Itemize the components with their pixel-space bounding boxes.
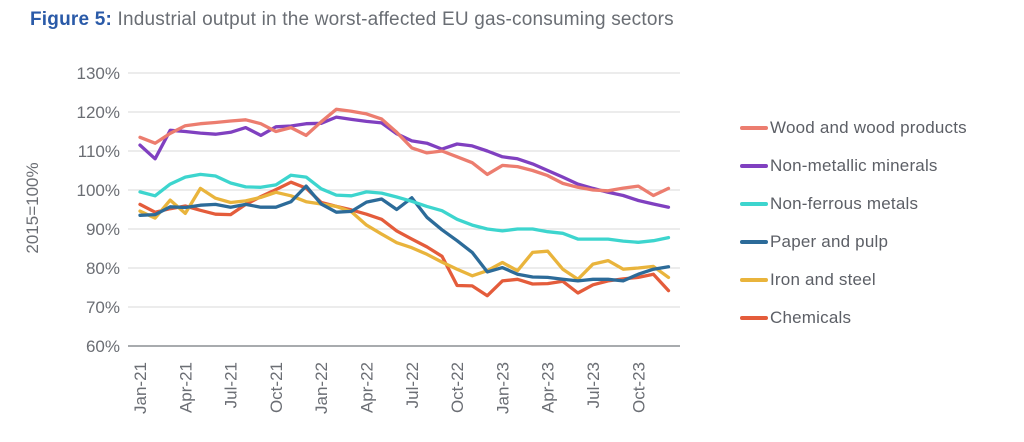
figure-number-label: Figure 5:	[30, 9, 113, 30]
y-tick-label: 70%	[86, 298, 120, 317]
legend-label: Iron and steel	[770, 270, 876, 289]
series-line-chemicals	[138, 180, 671, 298]
legend-label: Non-ferrous metals	[770, 194, 919, 213]
series-line-non-ferrous-metals	[138, 172, 671, 244]
figure-title: Figure 5: Industrial output in the worst…	[30, 9, 674, 31]
legend-label: Non-metallic minerals	[770, 156, 938, 175]
legend-item: Non-metallic minerals	[740, 155, 967, 177]
x-tick-label: Apr-21	[176, 362, 195, 413]
x-tick-label: Oct-21	[267, 362, 286, 413]
x-tick-label: Jan-23	[493, 362, 512, 414]
y-tick-label: 110%	[78, 142, 120, 161]
x-tick-label: Oct-23	[629, 362, 648, 413]
x-tick-label: Oct-22	[448, 362, 467, 413]
series-line-paper-and-pulp	[138, 184, 671, 283]
legend-label: Paper and pulp	[770, 232, 889, 251]
y-tick-label: 120%	[77, 103, 120, 122]
gridlines	[128, 72, 680, 347]
legend-swatch-icon	[740, 202, 768, 206]
legend-swatch-icon	[740, 278, 768, 282]
legend-item: Wood and wood products	[740, 117, 967, 139]
x-tick-label: Apr-23	[539, 362, 558, 413]
x-axis-tick-labels: Jan-21 Apr-21 Jul-21 Oct-21 Jan-22 Apr-22 Jul-…	[131, 362, 648, 414]
legend-item: Non-ferrous metals	[740, 193, 967, 215]
x-tick-label: Jan-22	[312, 362, 331, 414]
y-tick-label: 80%	[86, 259, 120, 278]
x-tick-label: Jan-21	[131, 362, 150, 414]
x-tick-label: Apr-22	[358, 362, 377, 413]
legend-label: Chemicals	[770, 308, 852, 327]
series-line-iron-and-steel	[138, 186, 671, 281]
legend-item: Iron and steel	[740, 269, 967, 291]
legend-item: Chemicals	[740, 307, 967, 329]
series-line-non-metallic-minerals	[138, 115, 671, 209]
y-axis-tick-labels: 130% 120% 110% 100% 90% 80% 70% 60%	[77, 64, 120, 356]
x-tick-label: Jul-23	[584, 362, 603, 408]
y-tick-label: 60%	[86, 337, 120, 356]
y-tick-label: 130%	[77, 64, 120, 83]
y-tick-label: 90%	[86, 220, 120, 239]
series-line-wood-and-wood-products	[138, 107, 671, 198]
figure-title-text: Industrial output in the worst-affected …	[112, 9, 674, 30]
x-tick-label: Jul-21	[222, 362, 241, 408]
y-axis-title: 2015=100%	[23, 162, 42, 253]
y-tick-label: 100%	[77, 181, 120, 200]
legend-swatch-icon	[740, 126, 768, 130]
x-tick-label: Jul-22	[403, 362, 422, 408]
legend-swatch-icon	[740, 316, 768, 320]
legend-swatch-icon	[740, 164, 768, 168]
legend-swatch-icon	[740, 240, 768, 244]
chart-legend: Wood and wood products Non-metallic miner…	[740, 117, 967, 345]
legend-label: Wood and wood products	[770, 118, 967, 137]
series-lines	[138, 107, 671, 298]
legend-item: Paper and pulp	[740, 231, 967, 253]
